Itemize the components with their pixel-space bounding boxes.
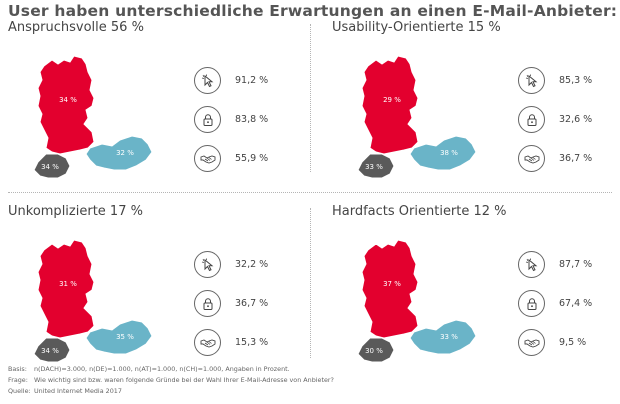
switzerland-value: 34 % xyxy=(41,163,59,171)
footer-quelle: Quelle: United Internet Media 2017 xyxy=(8,387,122,395)
germany-shape xyxy=(361,239,419,339)
germany-shape xyxy=(361,55,419,155)
switzerland-shape xyxy=(33,337,71,363)
stat-value: 32,2 % xyxy=(235,259,269,270)
stat-row: 32,6 % xyxy=(518,106,592,133)
stat-row: 83,8 % xyxy=(194,106,268,133)
stat-row: 67,4 % xyxy=(518,290,592,317)
stat-row: 9,5 % xyxy=(518,329,586,356)
dach-map: 29 % 38 % 33 % xyxy=(357,55,477,179)
segment-title: Unkomplizierte 17 % xyxy=(8,204,143,219)
stat-value: 32,6 % xyxy=(559,114,593,125)
stat-row: 91,2 % xyxy=(194,67,268,94)
vertical-divider-bottom xyxy=(310,208,311,358)
austria-value: 32 % xyxy=(116,149,134,157)
switzerland-value: 30 % xyxy=(365,347,383,355)
stat-value: 9,5 % xyxy=(559,337,587,348)
lock-icon xyxy=(518,106,545,133)
lock-icon xyxy=(194,106,221,133)
switzerland-value: 34 % xyxy=(41,347,59,355)
stat-value: 87,7 % xyxy=(559,259,593,270)
stat-value: 55,9 % xyxy=(235,153,269,164)
germany-value: 37 % xyxy=(383,280,401,288)
switzerland-shape xyxy=(357,337,395,363)
austria-value: 38 % xyxy=(440,149,458,157)
stat-row: 55,9 % xyxy=(194,145,268,172)
lock-icon xyxy=(518,290,545,317)
segment-anspruchsvolle: Anspruchsvolle 56 % 34 % 32 % 34 % 91,2 % 83,… xyxy=(8,20,308,190)
dach-map: 34 % 32 % 34 % xyxy=(33,55,153,179)
stat-row: 36,7 % xyxy=(518,145,592,172)
segment-title: Anspruchsvolle 56 % xyxy=(8,20,144,35)
handshake-icon xyxy=(194,145,221,172)
stat-row: 36,7 % xyxy=(194,290,268,317)
stat-row: 87,7 % xyxy=(518,251,592,278)
handshake-icon xyxy=(518,329,545,356)
switzerland-shape xyxy=(357,153,395,179)
austria-shape xyxy=(85,135,153,171)
lock-icon xyxy=(194,290,221,317)
cursor-click-icon xyxy=(518,251,545,278)
page-title: User haben unterschiedliche Erwartungen … xyxy=(8,2,618,20)
handshake-icon xyxy=(194,329,221,356)
stat-row: 15,3 % xyxy=(194,329,268,356)
austria-shape xyxy=(409,319,477,355)
segment-title: Hardfacts Orientierte 12 % xyxy=(332,204,507,219)
cursor-click-icon xyxy=(518,67,545,94)
handshake-icon xyxy=(518,145,545,172)
stat-value: 85,3 % xyxy=(559,75,593,86)
footer-frage: Frage: Wie wichtig sind bzw. waren folgen… xyxy=(8,376,334,384)
segment-title: Usability-Orientierte 15 % xyxy=(332,20,501,35)
stat-row: 32,2 % xyxy=(194,251,268,278)
austria-value: 35 % xyxy=(116,333,134,341)
horizontal-divider xyxy=(8,192,612,193)
stat-value: 36,7 % xyxy=(559,153,593,164)
stat-value: 67,4 % xyxy=(559,298,593,309)
stat-value: 36,7 % xyxy=(235,298,269,309)
segment-hardfacts: Hardfacts Orientierte 12 % 37 % 33 % 30 % 87… xyxy=(332,204,620,374)
austria-shape xyxy=(409,135,477,171)
germany-shape xyxy=(37,55,95,155)
segment-unkompliziert: Unkomplizierte 17 % 31 % 35 % 34 % 32,2 % 36,… xyxy=(8,204,308,374)
germany-shape xyxy=(37,239,95,339)
germany-value: 34 % xyxy=(59,96,77,104)
stat-value: 15,3 % xyxy=(235,337,269,348)
cursor-click-icon xyxy=(194,251,221,278)
germany-value: 31 % xyxy=(59,280,77,288)
switzerland-shape xyxy=(33,153,71,179)
vertical-divider-top xyxy=(310,24,311,172)
segment-usability: Usability-Orientierte 15 % 29 % 38 % 33 % 85… xyxy=(332,20,620,190)
stat-row: 85,3 % xyxy=(518,67,592,94)
dach-map: 37 % 33 % 30 % xyxy=(357,239,477,363)
dach-map: 31 % 35 % 34 % xyxy=(33,239,153,363)
stat-value: 83,8 % xyxy=(235,114,269,125)
footer-basis: Basis: n(DACH)=3.000, n(DE)=1.000, n(AT)=… xyxy=(8,365,290,373)
stat-value: 91,2 % xyxy=(235,75,269,86)
austria-shape xyxy=(85,319,153,355)
austria-value: 33 % xyxy=(440,333,458,341)
cursor-click-icon xyxy=(194,67,221,94)
germany-value: 29 % xyxy=(383,96,401,104)
switzerland-value: 33 % xyxy=(365,163,383,171)
